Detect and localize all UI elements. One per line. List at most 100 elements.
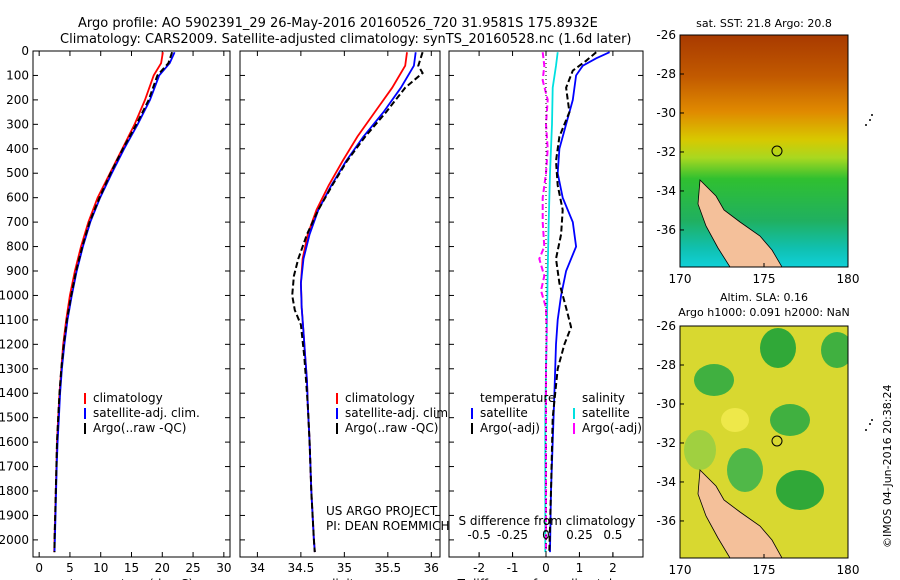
sla_map-ytick-label: -28: [656, 358, 676, 372]
sla_map-ytick-label: -30: [656, 397, 676, 411]
depth-tick-label: 1000: [0, 288, 29, 302]
difference-salinity-legend-label: Argo(-adj): [582, 421, 642, 435]
sst-map-title: sat. SST: 21.8 Argo: 20.8: [696, 17, 832, 30]
sla-map-profile-marker: [771, 435, 783, 447]
temperature-legend-label: satellite-adj. clim.: [93, 406, 200, 420]
salinity-note-pi: PI: DEAN ROEMMICH: [326, 519, 449, 533]
sst_map-xtick-label: 175: [753, 272, 776, 286]
sla-map-subtitle: Argo h1000: 0.091 h2000: NaN: [678, 306, 850, 319]
depth-tick-label: 600: [6, 191, 29, 205]
sst-map-axes: 170 175 180 -26 -28 -30 -32 -34 -36: [656, 28, 859, 286]
sla-map-high-2: [760, 328, 796, 368]
salinity-series-argo-raw-qc-: [291, 51, 424, 553]
depth-tick-label: 800: [6, 240, 29, 254]
offshore-islands: [865, 114, 873, 431]
depth-tick-label: 1400: [0, 386, 29, 400]
temperature-series-argo-raw-qc-: [53, 51, 174, 553]
sla-map-title: Altim. SLA: 0.16: [720, 291, 808, 304]
depth-tick-label: 100: [6, 68, 29, 82]
temperature-xtick-label: 15: [124, 561, 139, 575]
difference-xtick-label: 2: [609, 561, 617, 575]
salinity-xtick-label: 34: [250, 561, 265, 575]
difference-series-t-argo-adj-: [548, 51, 597, 553]
difference-temperature-legend-label: satellite: [480, 406, 528, 420]
difference-xtick-label: 0: [542, 561, 550, 575]
depth-tick-label: 1700: [0, 460, 29, 474]
depth-tick-label: 700: [6, 215, 29, 229]
temperature-xtick-label: 10: [93, 561, 108, 575]
temperature-xtick-label: 0: [35, 561, 43, 575]
salinity-note-project: US ARGO PROJECT: [326, 504, 438, 518]
sla-map-landmass: [697, 469, 783, 558]
sla-map-high-1: [694, 364, 734, 396]
depth-tick-label: 2000: [0, 533, 29, 547]
temperature-xtick-label: 25: [185, 561, 200, 575]
salinity-xtick-label: 34.5: [288, 561, 315, 575]
sla_map-ytick-label: -36: [656, 514, 676, 528]
temperature-legend-label: climatology: [93, 391, 163, 405]
salinity-frame: [239, 50, 441, 558]
sla_map-ytick-label: -34: [656, 475, 676, 489]
temperature-axes: 0 5 10 15 20 25 300100200300400500600700800900…: [0, 44, 231, 580]
salinity-xlabel: salinity: [318, 577, 361, 580]
sst_map-xtick-label: 170: [669, 272, 692, 286]
depth-tick-label: 300: [6, 117, 29, 131]
header-line2: Climatology: CARS2009. Satellite-adjuste…: [60, 32, 632, 47]
difference-top-tick-label: -0.25: [497, 528, 528, 542]
sst_map-ytick-label: -34: [656, 184, 676, 198]
footer-stamp: ©IMOS 04-Jun-2016 20:38:24: [881, 384, 894, 548]
temperature-xtick-label: 5: [66, 561, 74, 575]
difference-axes: -2 -1 0 1 2 T difference from climatology -0.5…: [448, 50, 644, 580]
temperature-xtick-label: 20: [155, 561, 170, 575]
sst_map-ytick-label: -32: [656, 145, 676, 159]
depth-tick-label: 200: [6, 93, 29, 107]
header-line1: Argo profile: AO 5902391_29 26-May-2016 …: [78, 16, 598, 31]
sla_map-ytick-label: -32: [656, 436, 676, 450]
sla-map-low-1: [721, 408, 749, 432]
depth-tick-label: 1200: [0, 337, 29, 351]
difference-legend-salinity-title: salinity: [582, 391, 625, 405]
sst-map-landmass: [697, 179, 783, 267]
difference-xtick-label: -1: [507, 561, 519, 575]
temperature-legend-label: Argo(..raw -QC): [93, 421, 186, 435]
salinity-legend-label: satellite-adj. clim.: [345, 406, 452, 420]
sla-map-high-3: [821, 332, 848, 368]
temperature-frame: [32, 50, 231, 558]
salinity-xtick-label: 35.5: [374, 561, 401, 575]
sla-map-high-7: [684, 430, 716, 470]
difference-series-s-satellite: [544, 52, 559, 553]
salinity-legend-label: Argo(..raw -QC): [345, 421, 438, 435]
depth-tick-label: 1100: [0, 313, 29, 327]
difference-xtick-label: -2: [473, 561, 485, 575]
sla_map-xtick-label: 170: [669, 563, 692, 577]
depth-tick-label: 400: [6, 142, 29, 156]
sla_map-xtick-label: 180: [837, 563, 860, 577]
sst_map-ytick-label: -30: [656, 106, 676, 120]
difference-top-tick-label: 0.5: [603, 528, 622, 542]
depth-tick-label: 1500: [0, 411, 29, 425]
difference-top-tick-label: 0: [542, 528, 550, 542]
sla-map-axes: 170 175 180 -26 -28 -30 -32 -34 -36: [656, 319, 859, 577]
temperature-xtick-label: 30: [216, 561, 231, 575]
salinity-xtick-label: 35: [337, 561, 352, 575]
sla-map-high-5: [727, 448, 763, 492]
sla-map: Altim. SLA: 0.16 Argo h1000: 0.091 h2000…: [656, 291, 859, 577]
salinity-axes: 34 34.5 35 35.5 36 salinity climatologysatelli…: [239, 50, 452, 580]
sla-map-high-6: [776, 470, 824, 510]
sst-map: sat. SST: 21.8 Argo: 20.8 170 175 180 -26 -2…: [656, 17, 859, 286]
difference-xlabel: T difference from climatology: [457, 577, 635, 580]
salinity-legend-label: climatology: [345, 391, 415, 405]
depth-tick-label: 900: [6, 264, 29, 278]
difference-top-tick-label: -0.5: [467, 528, 490, 542]
depth-tick-label: 500: [6, 166, 29, 180]
temperature-xlabel: temperature (deg C): [70, 577, 193, 580]
salinity-xtick-label: 36: [424, 561, 439, 575]
sst-map-field: [680, 35, 848, 267]
difference-series-s-argo-adj-: [538, 52, 549, 553]
difference-salinity-legend-label: satellite: [582, 406, 630, 420]
sla-map-high-4: [770, 404, 810, 436]
sla_map-ytick-label: -26: [656, 319, 676, 333]
depth-tick-label: 1800: [0, 484, 29, 498]
depth-tick-label: 0: [21, 44, 29, 58]
